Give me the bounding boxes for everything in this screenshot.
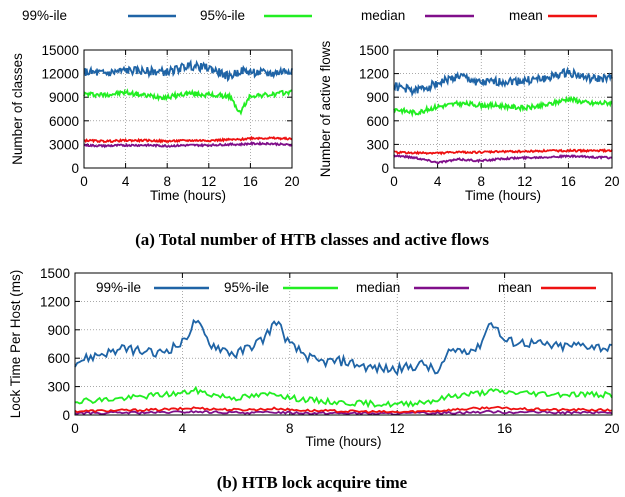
y-axis-label: Number of classes: [10, 53, 25, 165]
y-tick-label: 1500: [40, 266, 70, 281]
inner-legend-label-mean: mean: [498, 280, 532, 295]
y-tick-label: 300: [366, 137, 389, 152]
y-tick-label: 900: [366, 90, 389, 105]
series-line-median: [74, 409, 613, 416]
x-tick-label: 12: [390, 421, 405, 436]
x-tick-label: 0: [390, 174, 398, 189]
x-axis-label: Time (hours): [305, 434, 381, 449]
x-tick-label: 0: [71, 421, 79, 436]
series-line-median: [393, 154, 613, 165]
x-axis-label: Time (hours): [465, 188, 541, 203]
inner-legend: 99%-ile 95%-ile median mean: [96, 280, 596, 295]
y-axis-label: Number of active flows: [318, 40, 333, 177]
inner-legend-label-95: 95%-ile: [224, 280, 269, 295]
x-tick-label: 16: [497, 421, 512, 436]
chart-active-flows: 0 300 600 900 1200 1500 0 4 8 12 16 20 Time (hours) N…: [318, 40, 620, 203]
inner-legend-label-median: median: [356, 280, 400, 295]
y-tick-label: 1200: [40, 294, 70, 309]
x-tick-label: 0: [80, 174, 88, 189]
x-tick-label: 12: [517, 174, 532, 189]
x-tick-label: 16: [561, 174, 576, 189]
caption-a: (a) Total number of HTB classes and acti…: [135, 230, 489, 249]
plot-frame: [83, 49, 293, 169]
x-axis-label: Time (hours): [150, 188, 226, 203]
legend-label-median: median: [361, 8, 405, 23]
y-tick-label: 15000: [41, 43, 79, 58]
caption-b: (b) HTB lock acquire time: [217, 473, 408, 492]
x-tick-label: 20: [284, 174, 299, 189]
series-line-mean: [74, 405, 613, 414]
y-tick-label: 300: [47, 380, 70, 395]
plot-frame: [393, 49, 613, 169]
series-line-median: [83, 140, 293, 149]
y-tick-label: 6000: [49, 114, 79, 129]
plot-frame: [74, 272, 613, 416]
x-tick-label: 4: [179, 421, 187, 436]
chart-lock-time: 0 300 600 900 1200 1500 0 4 8 12 16 20 Time (hours) L…: [8, 266, 620, 449]
x-tick-label: 20: [604, 421, 619, 436]
y-tick-label: 600: [366, 114, 389, 129]
y-tick-label: 0: [62, 408, 70, 423]
y-tick-label: 12000: [41, 67, 79, 82]
series-line-mean: [83, 135, 293, 144]
series-line-99ile: [393, 66, 613, 98]
series-line-99ile: [83, 59, 293, 83]
x-tick-label: 4: [434, 174, 442, 189]
legend-label-99: 99%-ile: [22, 8, 67, 23]
x-tick-label: 12: [201, 174, 216, 189]
y-tick-label: 3000: [49, 137, 79, 152]
x-tick-label: 16: [243, 174, 258, 189]
x-tick-label: 8: [163, 174, 171, 189]
y-tick-label: 1200: [359, 67, 389, 82]
legend-label-mean: mean: [509, 8, 543, 23]
inner-legend-label-99: 99%-ile: [96, 280, 141, 295]
y-tick-label: 1500: [359, 43, 389, 58]
y-axis-label: Lock Time Per Host (ms): [8, 270, 23, 419]
series-line-95ile: [83, 88, 293, 116]
series-line-95ile: [393, 95, 613, 118]
y-tick-label: 9000: [49, 90, 79, 105]
top-legend: 99%-ile 95%-ile median mean: [22, 8, 597, 23]
x-tick-label: 8: [286, 421, 294, 436]
series-line-99ile: [74, 318, 613, 377]
y-tick-label: 600: [47, 351, 70, 366]
y-tick-label: 900: [47, 323, 70, 338]
series-line-95ile: [74, 385, 613, 409]
series-line-mean: [393, 148, 613, 156]
y-tick-label: 0: [71, 161, 79, 176]
legend-label-95: 95%-ile: [200, 8, 245, 23]
x-tick-label: 20: [604, 174, 619, 189]
chart-classes: 0 3000 6000 9000 12000 15000 0 4 8 12 16 20 Time (ho…: [10, 43, 300, 203]
x-tick-label: 4: [122, 174, 130, 189]
x-tick-label: 8: [477, 174, 485, 189]
y-tick-label: 0: [381, 161, 389, 176]
